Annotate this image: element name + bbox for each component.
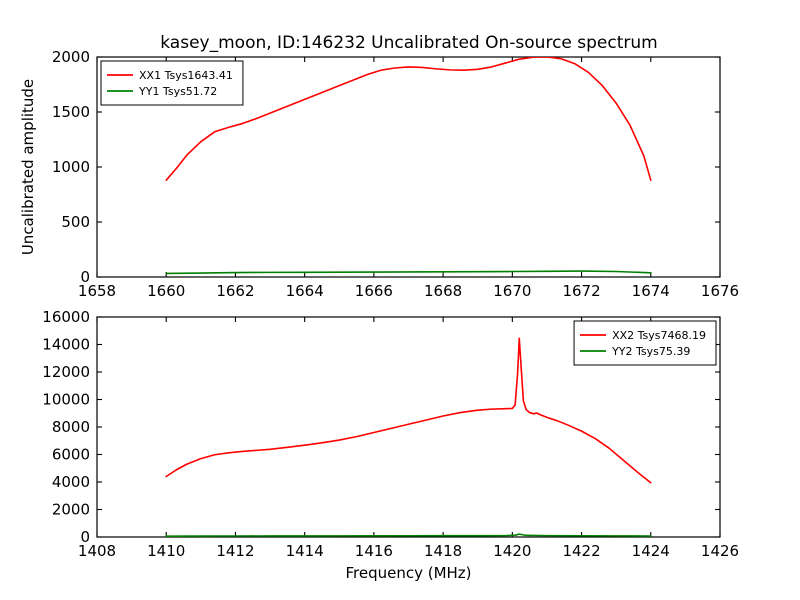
y-tick-label: 1500 [52,103,90,121]
page-title: kasey_moon, ID:146232 Uncalibrated On-so… [160,33,657,53]
y-tick-label: 0 [80,528,90,546]
series-line-yy1 [165,270,652,275]
x-tick-label: 1418 [424,542,462,560]
y-tick-label: 2000 [52,48,90,66]
legend-label: XX1 Tsys1643.41 [139,69,233,82]
x-tick-label: 1666 [355,282,393,300]
x-tick-label: 1672 [562,282,600,300]
series-line-xx2 [165,337,652,484]
x-tick-label: 1410 [147,542,185,560]
x-tick-label: 1662 [216,282,254,300]
y-axis-label: Uncalibrated amplitude [19,79,37,255]
legend-box [573,320,717,366]
x-tick-label: 1660 [147,282,185,300]
x-tick-label: 1408 [78,542,116,560]
x-tick-label: 1676 [701,282,739,300]
x-tick-label: 1420 [493,542,531,560]
legend-label: YY1 Tsys51.72 [138,85,217,98]
x-tick-label: 1412 [216,542,254,560]
x-tick-label: 1658 [78,282,116,300]
y-tick-label: 0 [80,268,90,286]
y-tick-label: 500 [61,213,90,231]
y-tick-label: 8000 [52,418,90,436]
series-line-xx1 [165,57,652,181]
legend-label: XX2 Tsys7468.19 [612,329,706,342]
x-tick-label: 1674 [632,282,670,300]
x-tick-label: 1670 [493,282,531,300]
y-tick-label: 14000 [42,336,90,354]
x-tick-label: 1668 [424,282,462,300]
x-tick-label: 1426 [701,542,739,560]
legend: XX1 Tsys1643.41 YY1 Tsys51.72 [100,60,244,106]
y-tick-label: 4000 [52,473,90,491]
x-tick-label: 1664 [286,282,324,300]
series-line-yy2 [165,533,652,537]
x-tick-label: 1414 [286,542,324,560]
y-tick-label: 2000 [52,501,90,519]
legend-label: YY2 Tsys75.39 [611,345,690,358]
legend-box [100,60,244,106]
y-tick-label: 10000 [42,391,90,409]
x-tick-label: 1424 [632,542,670,560]
lower-panel: 1408 1410 1412 1414 1416 1418 1420 1422 1424 1426… [42,308,739,582]
x-tick-label: 1422 [562,542,600,560]
y-tick-label: 16000 [42,308,90,326]
y-tick-label: 1000 [52,158,90,176]
legend: XX2 Tsys7468.19 YY2 Tsys75.39 [573,320,717,366]
y-tick-label: 6000 [52,446,90,464]
x-axis-label: Frequency (MHz) [345,564,471,582]
y-tick-label: 12000 [42,363,90,381]
upper-panel: 1658 1660 1662 1664 1666 1668 1670 1672 1674 1676… [19,48,739,300]
x-tick-label: 1416 [355,542,393,560]
